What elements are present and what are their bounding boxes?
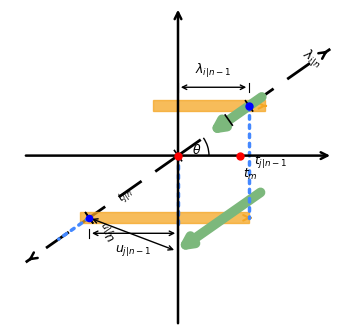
Text: $\theta$: $\theta$ (192, 143, 201, 157)
Text: $t_{j|n}$: $t_{j|n}$ (115, 185, 137, 207)
Text: $u_{j|n-1}$: $u_{j|n-1}$ (115, 243, 152, 258)
Text: $t_m$: $t_m$ (243, 166, 258, 181)
Bar (153, 100, 265, 112)
Point (237, 153, 243, 158)
Text: $u_{j|n}$: $u_{j|n}$ (97, 219, 121, 244)
Point (86, 215, 92, 220)
Point (246, 103, 252, 109)
Bar (80, 212, 249, 223)
Point (175, 153, 181, 158)
Text: $t_{j|n-1}$: $t_{j|n-1}$ (254, 153, 287, 170)
Text: $\lambda_{i|n-1}$: $\lambda_{i|n-1}$ (195, 61, 232, 80)
Text: $\lambda_{i|n}$: $\lambda_{i|n}$ (298, 46, 325, 73)
